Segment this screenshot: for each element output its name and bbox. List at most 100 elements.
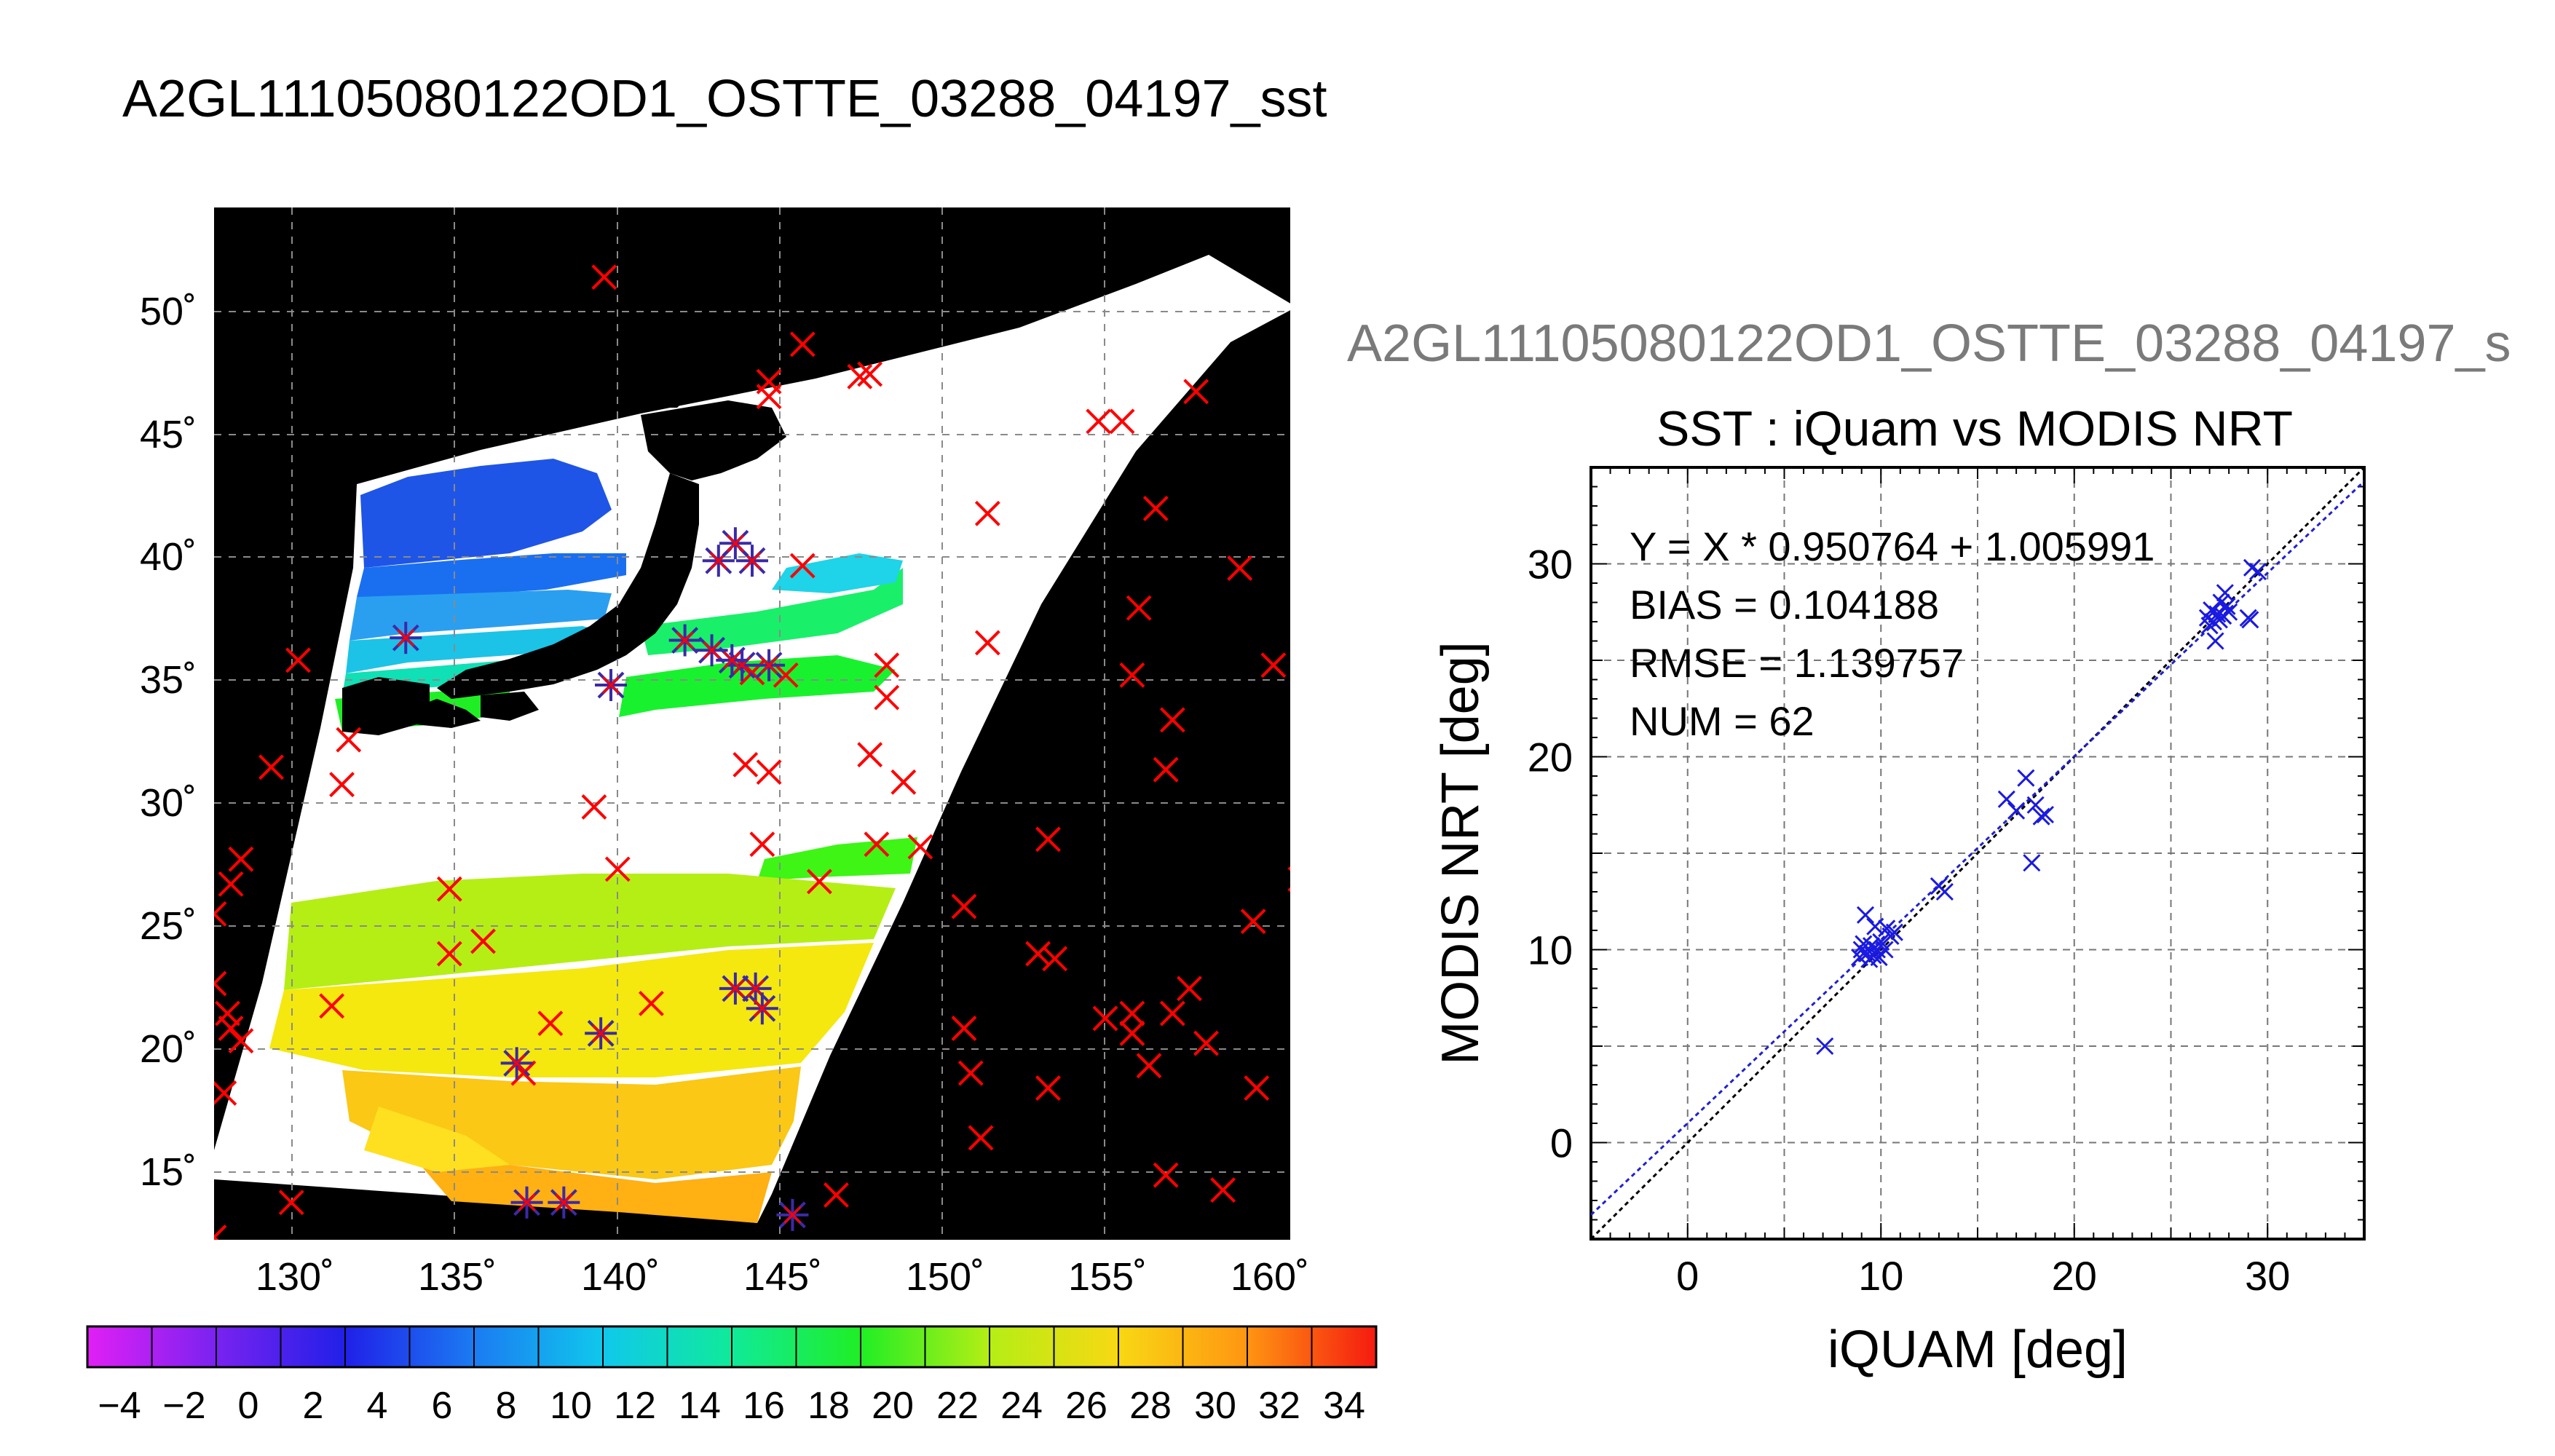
scatter-point	[2036, 805, 2054, 824]
scatter-points	[1816, 558, 2267, 1056]
lat-tick: 35˚	[140, 658, 197, 702]
insitu-marker	[214, 901, 227, 927]
scatter-point	[2220, 603, 2238, 621]
x-tick-label: 0	[1676, 1253, 1699, 1299]
insitu-marker	[215, 1000, 240, 1026]
matched-marker-overlay	[676, 631, 694, 649]
colorbar-label: −4	[98, 1385, 141, 1427]
insitu-marker	[1136, 1053, 1162, 1079]
insitu-marker	[1025, 941, 1051, 967]
scatter-point	[2248, 563, 2267, 581]
insitu-marker	[1035, 1075, 1061, 1101]
insitu-marker	[1126, 595, 1152, 621]
colorbar-ticks	[151, 1326, 1313, 1367]
scatter-point	[2218, 597, 2236, 615]
stats-annotations: Y = X * 0.950764 + 1.005991 BIAS = 0.104…	[1630, 523, 2155, 744]
insitu-marker	[773, 662, 799, 688]
insitu-marker	[847, 363, 873, 389]
lon-tick-labels: 130˚ 135˚ 140˚ 145˚ 150˚ 155˚ 160˚	[256, 1255, 1309, 1299]
insitu-marker	[1227, 555, 1253, 581]
matched-marker-overlay	[601, 676, 620, 695]
insitu-marker	[581, 794, 607, 820]
insitu-marker	[1153, 756, 1179, 783]
colorbar: −4 −2 0 2 4 6 8 10 12 14 16 18 20 22 24 …	[86, 1325, 1378, 1427]
colorbar-label: 24	[1000, 1385, 1043, 1427]
colorbar-label: 12	[614, 1385, 656, 1427]
insitu-marker	[319, 993, 345, 1019]
matched-marker-overlay	[783, 1206, 802, 1224]
insitu-marker	[974, 500, 1000, 526]
colorbar-label: 20	[872, 1385, 914, 1427]
insitu-marker	[228, 1028, 254, 1054]
lat-tick: 15˚	[140, 1150, 197, 1194]
insitu-markers	[214, 264, 1290, 1240]
map-panel: 50˚ 45˚ 40˚ 35˚ 30˚ 25˚ 20˚ 15˚ 130˚ 135…	[140, 207, 1309, 1299]
scatter-point	[2017, 769, 2035, 787]
insitu-marker	[789, 331, 816, 357]
matched-marker-overlay	[592, 1024, 610, 1042]
insitu-marker	[1035, 826, 1061, 852]
lon-tick: 130˚	[256, 1255, 334, 1299]
y-tick-label: 10	[1528, 927, 1573, 973]
regression-annotation: Y = X * 0.950764 + 1.005991	[1630, 523, 2155, 569]
y-axis-label: MODIS NRT [deg]	[1431, 641, 1490, 1065]
y-tick-labels: 0 10 20 30	[1528, 542, 1573, 1166]
scatter-point	[2241, 611, 2259, 629]
scatter-point	[1816, 1037, 1834, 1056]
matched-marker-overlay	[555, 1193, 573, 1211]
lon-tick: 150˚	[906, 1255, 984, 1299]
scatter-point	[2032, 807, 2050, 826]
insitu-marker	[285, 647, 311, 673]
lon-tick: 145˚	[743, 1255, 822, 1299]
colorbar-label: 0	[238, 1385, 259, 1427]
insitu-marker	[639, 990, 664, 1016]
insitu-marker	[951, 1016, 977, 1041]
lon-tick: 155˚	[1068, 1255, 1147, 1299]
identity-line	[1591, 467, 2364, 1239]
lat-tick-labels: 50˚ 45˚ 40˚ 35˚ 30˚ 25˚ 20˚ 15˚	[140, 290, 197, 1194]
insitu-marker	[1159, 1000, 1185, 1026]
lon-tick: 135˚	[418, 1255, 497, 1299]
insitu-marker	[278, 1190, 304, 1216]
insitu-marker	[874, 652, 900, 678]
scatter-point	[2007, 802, 2026, 820]
insitu-marker	[1260, 652, 1287, 678]
colorbar-label: 34	[1323, 1385, 1365, 1427]
scatter-point	[1997, 790, 2015, 808]
insitu-marker	[789, 553, 816, 579]
insitu-marker	[857, 742, 883, 768]
insitu-marker	[1153, 1162, 1179, 1188]
colorbar-label: 8	[496, 1385, 517, 1427]
matched-marker-overlay	[726, 979, 744, 997]
insitu-marker	[1092, 1005, 1118, 1032]
scatter-title: SST : iQuam vs MODIS NRT	[1656, 401, 2293, 456]
colorbar-label: 28	[1129, 1385, 1172, 1427]
colorbar-label: 6	[432, 1385, 453, 1427]
insitu-marker	[1210, 1177, 1236, 1203]
insitu-marker	[1244, 1075, 1270, 1101]
regression-line	[1591, 480, 2364, 1216]
insitu-marker	[864, 831, 890, 858]
colorbar-label: 16	[743, 1385, 785, 1427]
x-tick-label: 20	[2052, 1253, 2097, 1299]
land	[214, 207, 786, 735]
matched-marker-overlay	[760, 656, 778, 674]
colorbar-label: 32	[1258, 1385, 1300, 1427]
insitu-marker	[756, 384, 782, 410]
scatter-point	[2023, 854, 2041, 872]
insitu-marker	[1142, 496, 1169, 521]
scatter-point	[1885, 923, 1903, 941]
matched-marker-overlay	[723, 651, 741, 669]
matched-marker-overlay	[726, 534, 744, 553]
insitu-marker	[258, 754, 284, 780]
insitu-marker	[968, 1125, 994, 1151]
scatter-suptitle: A2GL11105080122OD1_OSTTE_03288_04197_s	[1347, 314, 2511, 373]
colorbar-label: 4	[367, 1385, 388, 1427]
y-tick-label: 20	[1528, 735, 1573, 780]
colorbar-label: 14	[679, 1385, 721, 1427]
scatter-point	[1856, 906, 1875, 924]
lon-tick: 160˚	[1231, 1255, 1309, 1299]
insitu-marker	[1086, 408, 1112, 435]
insitu-marker	[436, 941, 462, 967]
